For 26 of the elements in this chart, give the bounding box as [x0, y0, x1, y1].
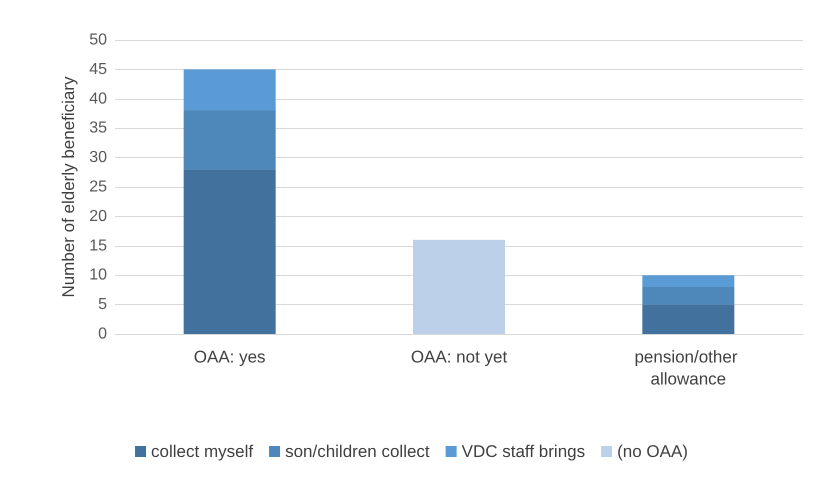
bar: [184, 110, 276, 170]
bar: [642, 286, 734, 305]
legend-label: (no OAA): [617, 442, 688, 461]
bar: [642, 275, 734, 287]
y-axis-title: Number of elderly beneficiary: [59, 76, 78, 298]
y-tick-label: 25: [89, 178, 108, 196]
bar: [184, 69, 276, 111]
y-tick-label: 45: [89, 60, 108, 78]
y-tick-label: 35: [89, 120, 108, 137]
x-tick-label: OAA: yes: [194, 348, 266, 366]
legend-label: son/children collect: [285, 442, 430, 461]
x-tick-label: pension/other allowance: [634, 348, 742, 388]
y-tick-label: 40: [89, 90, 108, 108]
y-tick-label: 0: [98, 326, 108, 342]
y-tick-label: 30: [89, 149, 108, 166]
x-tick-label: OAA: not yet: [410, 348, 508, 366]
y-tick-label: 15: [89, 237, 108, 254]
bar: [642, 304, 734, 334]
y-tick-label: 50: [89, 32, 108, 48]
bar: [413, 240, 505, 334]
legend-label: VDC staff brings: [462, 442, 586, 461]
y-tick-label: 10: [89, 266, 108, 284]
bar: [184, 169, 276, 334]
y-tick-label: 5: [98, 296, 108, 314]
legend-label: collect myself: [151, 442, 254, 461]
y-tick-label: 20: [89, 208, 108, 225]
